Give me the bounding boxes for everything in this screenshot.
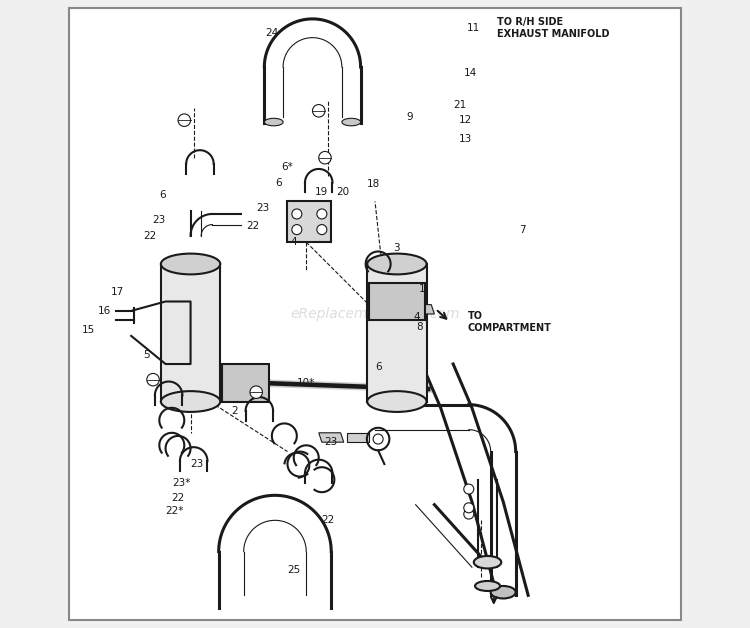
Polygon shape bbox=[416, 305, 434, 314]
Circle shape bbox=[464, 503, 474, 513]
Polygon shape bbox=[369, 283, 425, 320]
Text: 8: 8 bbox=[417, 322, 423, 332]
Ellipse shape bbox=[368, 391, 427, 412]
Text: 23: 23 bbox=[256, 203, 269, 213]
Circle shape bbox=[313, 104, 325, 117]
Text: 19: 19 bbox=[315, 187, 328, 197]
Ellipse shape bbox=[160, 391, 220, 412]
Ellipse shape bbox=[368, 254, 427, 274]
Text: 6: 6 bbox=[375, 362, 382, 372]
Text: eReplacementParts.com: eReplacementParts.com bbox=[290, 307, 460, 321]
Text: 23: 23 bbox=[153, 215, 166, 225]
Ellipse shape bbox=[474, 556, 501, 568]
Polygon shape bbox=[287, 202, 332, 242]
Text: 11: 11 bbox=[467, 23, 481, 33]
Text: 10*: 10* bbox=[297, 378, 315, 387]
Circle shape bbox=[464, 509, 474, 519]
Text: 12: 12 bbox=[459, 115, 472, 125]
Text: 9: 9 bbox=[406, 112, 412, 122]
Ellipse shape bbox=[342, 118, 361, 126]
Ellipse shape bbox=[160, 254, 220, 274]
Ellipse shape bbox=[490, 586, 516, 598]
Text: 6: 6 bbox=[159, 190, 166, 200]
Text: 22: 22 bbox=[143, 231, 157, 241]
Bar bbox=[368, 264, 427, 401]
Text: 25: 25 bbox=[287, 565, 300, 575]
Circle shape bbox=[250, 386, 262, 398]
FancyBboxPatch shape bbox=[69, 8, 681, 620]
Circle shape bbox=[319, 151, 332, 164]
Text: 15: 15 bbox=[82, 325, 95, 335]
Circle shape bbox=[464, 484, 474, 494]
Text: 17: 17 bbox=[111, 287, 124, 297]
Ellipse shape bbox=[264, 118, 283, 126]
Circle shape bbox=[292, 225, 302, 235]
Text: 24: 24 bbox=[266, 28, 278, 38]
Text: 20: 20 bbox=[336, 187, 349, 197]
Text: 4: 4 bbox=[413, 312, 420, 322]
Polygon shape bbox=[346, 433, 369, 442]
Text: 22: 22 bbox=[247, 222, 259, 232]
Circle shape bbox=[178, 114, 190, 126]
Text: 5: 5 bbox=[143, 350, 150, 360]
Text: 21: 21 bbox=[453, 100, 466, 109]
Text: 23: 23 bbox=[325, 437, 338, 447]
Text: 18: 18 bbox=[367, 179, 380, 189]
Text: 22*: 22* bbox=[166, 506, 184, 516]
Text: 14: 14 bbox=[464, 68, 477, 78]
Text: 22: 22 bbox=[172, 494, 184, 504]
Text: 6*: 6* bbox=[281, 162, 293, 172]
Text: 2: 2 bbox=[231, 406, 238, 416]
Text: 22: 22 bbox=[322, 516, 334, 526]
Text: 13: 13 bbox=[459, 134, 472, 144]
Text: TO
COMPARTMENT: TO COMPARTMENT bbox=[467, 311, 551, 333]
Circle shape bbox=[292, 209, 302, 219]
Text: TO R/H SIDE
EXHAUST MANIFOLD: TO R/H SIDE EXHAUST MANIFOLD bbox=[497, 17, 610, 38]
Polygon shape bbox=[319, 433, 344, 442]
Text: 7: 7 bbox=[518, 225, 525, 235]
Text: 3: 3 bbox=[394, 244, 400, 253]
Text: 23*: 23* bbox=[172, 478, 190, 488]
Text: 4: 4 bbox=[290, 237, 297, 247]
Circle shape bbox=[316, 225, 327, 235]
Ellipse shape bbox=[475, 581, 500, 591]
Polygon shape bbox=[222, 364, 268, 401]
Circle shape bbox=[316, 209, 327, 219]
Text: 16: 16 bbox=[98, 306, 112, 316]
Polygon shape bbox=[253, 380, 431, 392]
Text: 1: 1 bbox=[419, 284, 425, 294]
Bar bbox=[160, 264, 220, 401]
Text: 23: 23 bbox=[190, 459, 203, 469]
Circle shape bbox=[147, 374, 159, 386]
Text: 6: 6 bbox=[274, 178, 281, 188]
